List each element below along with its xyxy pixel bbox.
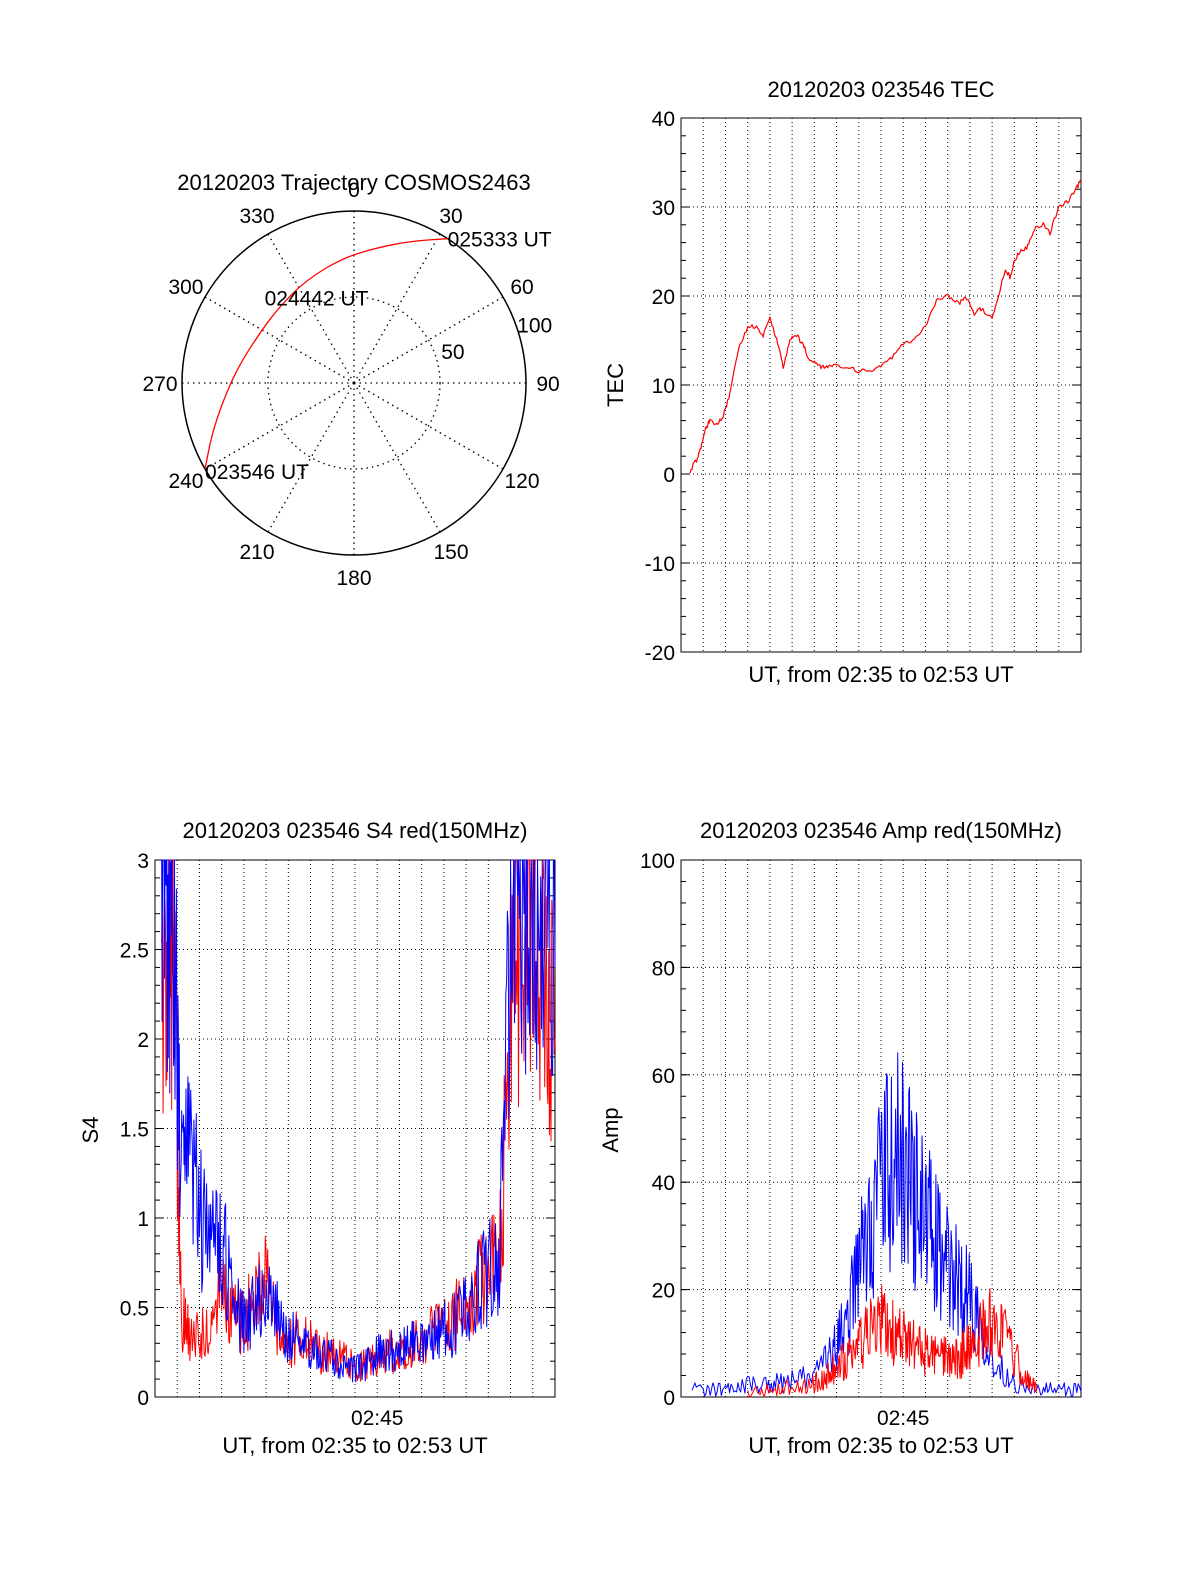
y-tick-label: 0 bbox=[663, 464, 675, 487]
y-tick-label: 40 bbox=[652, 1172, 675, 1195]
amp-y-axis-label: Amp bbox=[598, 1107, 623, 1152]
polar-spoke bbox=[267, 233, 355, 384]
x-tick-label: 02:45 bbox=[351, 1407, 404, 1430]
y-tick-label: 20 bbox=[652, 1280, 675, 1303]
s4-y-axis-label: S4 bbox=[78, 1117, 103, 1144]
polar-azimuth-label: 0 bbox=[348, 179, 360, 202]
y-tick-label: 2 bbox=[137, 1029, 149, 1052]
polar-azimuth-label: 90 bbox=[536, 373, 559, 396]
y-tick-label: 60 bbox=[652, 1065, 675, 1088]
polar-spoke bbox=[353, 233, 441, 384]
y-tick-label: 1.5 bbox=[120, 1119, 149, 1142]
y-tick-label: 0.5 bbox=[120, 1298, 149, 1321]
series-line bbox=[161, 859, 556, 1383]
x-tick-label: 02:45 bbox=[877, 1407, 930, 1430]
y-tick-label: -10 bbox=[645, 553, 675, 576]
s4-panel: 20120203 023546 S4 red(150MHz) 0 0.5 1 1.5 2… bbox=[78, 818, 556, 1458]
y-tick-label: 10 bbox=[652, 375, 675, 398]
polar-trajectory-panel: 20120203 Trajectory COSMOS2463 0 30 60 90 12… bbox=[142, 170, 559, 590]
s4-title: 20120203 023546 S4 red(150MHz) bbox=[183, 818, 528, 843]
polar-spoke bbox=[204, 382, 355, 470]
polar-ring bbox=[267, 296, 441, 470]
polar-spoke bbox=[204, 296, 355, 384]
tec-plot-area: 40 30 20 10 0 -10 -20 bbox=[645, 108, 1081, 665]
polar-azimuth-label: 180 bbox=[336, 567, 371, 590]
polar-azimuth-label: 270 bbox=[142, 373, 177, 396]
polar-azimuth-label: 240 bbox=[168, 470, 203, 493]
polar-ring-label: 50 bbox=[441, 341, 464, 364]
polar-spoke bbox=[353, 382, 504, 470]
polar-trajectory-line bbox=[204, 238, 448, 470]
series-line bbox=[747, 1284, 1038, 1398]
polar-spoke bbox=[353, 382, 441, 533]
tec-y-axis-label: TEC bbox=[603, 363, 628, 407]
series-line bbox=[689, 179, 1081, 474]
polar-azimuth-label: 300 bbox=[168, 276, 203, 299]
amp-plot-area: 0 20 40 60 80 100 02:45 bbox=[640, 850, 1082, 1430]
polar-time-annotation: 023546 UT bbox=[205, 461, 309, 484]
y-tick-label: 0 bbox=[137, 1387, 149, 1410]
tec-title: 20120203 023546 TEC bbox=[767, 77, 994, 102]
y-tick-label: 3 bbox=[137, 850, 149, 873]
series-line bbox=[161, 859, 556, 1382]
polar-azimuth-label: 30 bbox=[439, 205, 462, 228]
tec-panel: 20120203 023546 TEC 40 30 20 10 0 -10 -20 UT, … bbox=[603, 77, 1082, 687]
polar-azimuth-label: 330 bbox=[239, 205, 274, 228]
y-tick-label: 0 bbox=[663, 1387, 675, 1410]
y-tick-label: 2.5 bbox=[120, 940, 149, 963]
y-tick-label: -20 bbox=[645, 642, 675, 665]
amp-panel: 20120203 023546 Amp red(150MHz) 0 20 40 60 8… bbox=[598, 818, 1082, 1458]
polar-grid: 0 30 60 90 120 150 180 210 240 270 300 330 50 100 bbox=[142, 179, 559, 590]
polar-spoke bbox=[353, 296, 504, 384]
y-tick-label: 1 bbox=[137, 1208, 149, 1231]
polar-spoke bbox=[267, 382, 355, 533]
tec-x-axis-label: UT, from 02:35 to 02:53 UT bbox=[748, 662, 1013, 687]
amp-title: 20120203 023546 Amp red(150MHz) bbox=[700, 818, 1062, 843]
polar-azimuth-label: 120 bbox=[504, 470, 539, 493]
y-tick-label: 30 bbox=[652, 197, 675, 220]
y-tick-label: 100 bbox=[640, 850, 675, 873]
polar-trajectory-plot: 025333 UT 024442 UT 023546 UT bbox=[204, 229, 552, 484]
polar-time-annotation: 025333 UT bbox=[448, 229, 552, 252]
polar-title: 20120203 Trajectory COSMOS2463 bbox=[177, 170, 530, 195]
polar-azimuth-label: 150 bbox=[433, 541, 468, 564]
s4-x-axis-label: UT, from 02:35 to 02:53 UT bbox=[222, 1433, 487, 1458]
s4-plot-area: 0 0.5 1 1.5 2 2.5 3 02:45 bbox=[120, 850, 556, 1430]
polar-azimuth-label: 210 bbox=[239, 541, 274, 564]
y-tick-label: 40 bbox=[652, 108, 675, 131]
polar-ring-label: 100 bbox=[517, 314, 552, 337]
amp-x-axis-label: UT, from 02:35 to 02:53 UT bbox=[748, 1433, 1013, 1458]
y-tick-label: 20 bbox=[652, 286, 675, 309]
y-tick-label: 80 bbox=[652, 957, 675, 980]
polar-time-annotation: 024442 UT bbox=[265, 288, 369, 311]
polar-azimuth-label: 60 bbox=[510, 276, 533, 299]
